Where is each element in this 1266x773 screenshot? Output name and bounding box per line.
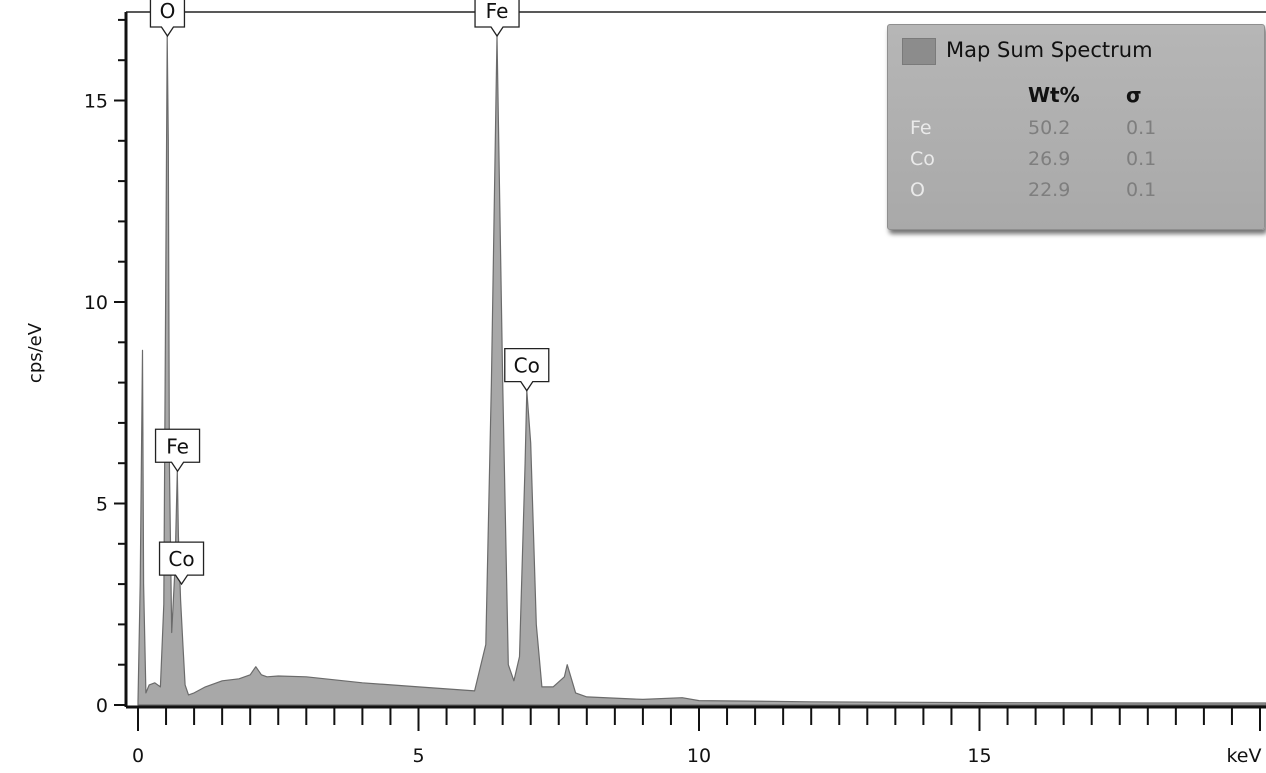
legend-header-sigma: σ (1126, 83, 1142, 107)
peak-label-co: Co (514, 354, 540, 378)
legend-swatch (902, 38, 936, 65)
peak-callout-box (154, 428, 201, 473)
peak-label-fe: Fe (166, 434, 189, 458)
x-tick-label: 0 (132, 745, 144, 767)
x-tick-label: 5 (412, 745, 424, 767)
peak-label-o: O (160, 0, 176, 23)
legend-title: Map Sum Spectrum (946, 38, 1153, 62)
peak-callout-box (504, 348, 550, 392)
legend-wt: 50.2 (1028, 117, 1071, 139)
x-axis-label: keV (1226, 745, 1261, 767)
legend-panel: Map Sum Spectrum Wt% σ Fe 50.2 0.1 Co 26… (887, 24, 1265, 230)
peak-label-co: Co (168, 547, 194, 571)
spectrum-area (137, 35, 1266, 706)
legend-sigma: 0.1 (1126, 179, 1157, 201)
legend-row-o: O 22.9 0.1 (888, 179, 1264, 211)
legend-header-wt: Wt% (1028, 83, 1080, 107)
peak-callout-box (158, 541, 205, 586)
peak-label-fe: Fe (486, 0, 509, 23)
peak-callout-box (474, 0, 520, 38)
legend-sigma: 0.1 (1126, 117, 1157, 139)
legend-wt: 22.9 (1028, 179, 1071, 201)
peak-callout-box (149, 0, 186, 38)
legend-row-co: Co 26.9 0.1 (888, 148, 1264, 180)
x-tick-label: 10 (687, 745, 711, 767)
y-axis-label: cps/eV (25, 322, 46, 383)
legend-element: O (910, 179, 925, 201)
x-tick-label: 15 (967, 745, 991, 767)
y-tick-label: 10 (84, 292, 108, 314)
y-tick-label: 0 (96, 695, 108, 717)
legend-sigma: 0.1 (1126, 148, 1157, 170)
y-tick-label: 15 (84, 91, 108, 113)
legend-row-fe: Fe 50.2 0.1 (888, 117, 1264, 149)
y-tick-label: 5 (96, 494, 108, 516)
legend-element: Co (910, 148, 935, 170)
legend-wt: 26.9 (1028, 148, 1071, 170)
legend-element: Fe (910, 117, 932, 139)
